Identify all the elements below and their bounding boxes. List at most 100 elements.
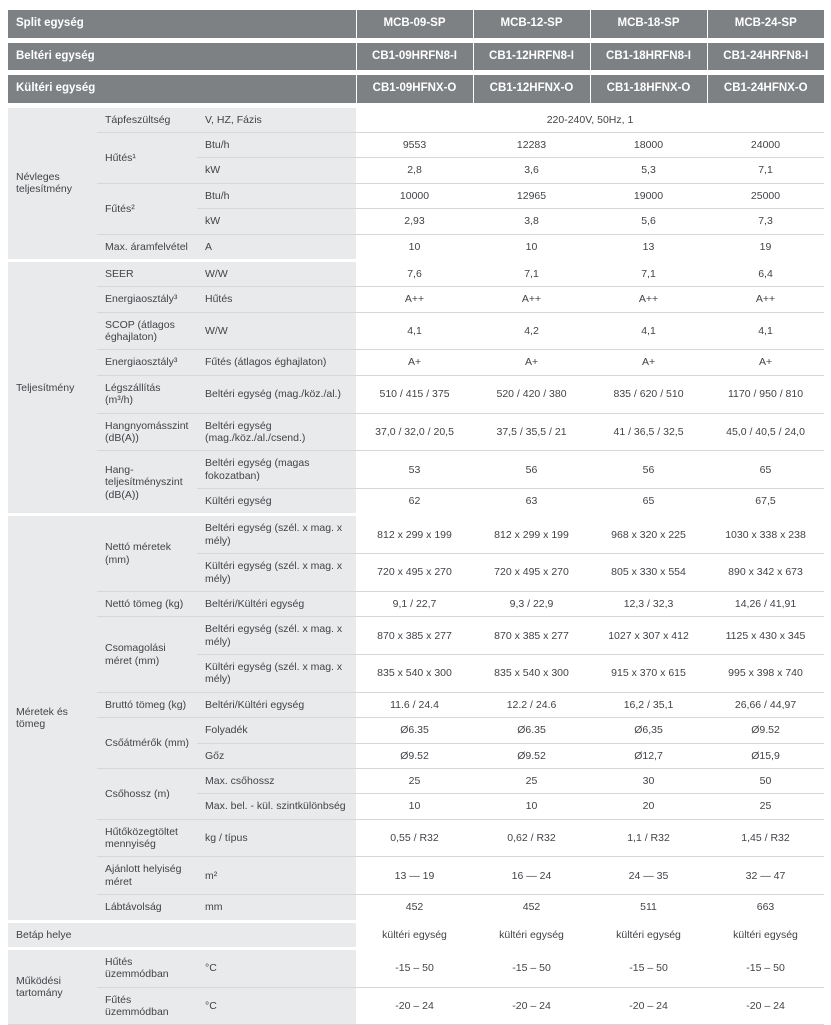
value-cell: 56 [590, 450, 708, 489]
value-cell: 7,1 [707, 157, 825, 184]
value-cell: 13 [590, 233, 708, 261]
unit-label-cell: W/W [197, 258, 357, 287]
parameter-label-cell: Lábtávolság [97, 894, 197, 922]
table-row: Energiaosztály³ Fűtés (átlagos éghajlaton… [8, 349, 825, 376]
table-row: Hűtőközegtöltet mennyiség kg / típus 0,55 … [8, 818, 825, 857]
table-row: kW 2,93 3,8 5,6 7,3 [8, 208, 825, 235]
table-row: Hang-teljesítményszint (dB(A)) Beltéri eg… [8, 450, 825, 515]
value-cell: 812 x 299 x 199 [356, 513, 474, 554]
unit-label-cell: Kültéri egység (szél. x mag. x mély) [197, 654, 357, 693]
value-cell: 19000 [590, 182, 708, 209]
unit-label-cell: °C [197, 986, 357, 1025]
model-name-cell: MCB-09-SP [355, 10, 474, 43]
table-row: Kültéri egység (szél. x mag. x mély) 835 … [8, 654, 825, 693]
value-cell: 37,0 / 32,0 / 20,5 [356, 412, 474, 451]
parameter-label-cell: Hűtés¹ [97, 132, 197, 184]
model-name-cell: MCB-24-SP [706, 10, 825, 43]
unit-label-cell: Folyadék [197, 717, 357, 744]
parameter-label-cell: Csomagolási méret (mm) [97, 616, 197, 693]
parameter-label-cell: SCOP (átlagos éghajlaton) [97, 311, 197, 350]
value-cell: Ø9.52 [473, 742, 591, 769]
unit-label-cell: Btu/h [197, 182, 357, 209]
value-cell: 4,1 [707, 311, 825, 350]
table-row: Max. bel. - kül. szintkülönbség 10 10 20 25 [8, 793, 825, 820]
table-row: Hűtés¹ Btu/h 9553 12283 18000 24000 [8, 132, 825, 184]
value-cell: 41 / 36,5 / 32,5 [590, 412, 708, 451]
value-cell: 1170 / 950 / 810 [707, 374, 825, 414]
parameter-label-cell: SEER [97, 258, 197, 287]
value-cell: 67,5 [707, 488, 825, 515]
parameter-label-cell: Csőátmérők (mm) [97, 717, 197, 769]
unit-label-cell: Beltéri egység (magas fokozatban) [197, 450, 357, 489]
spec-table-body: Split egység MCB-09-SP MCB-12-SP MCB-18-SP M… [8, 10, 825, 1025]
table-row: Csőhossz (m) Max. csőhossz 25 25 30 50 [8, 767, 825, 820]
unit-label-cell: Hűtés [197, 286, 357, 313]
section-label-cell: Névleges teljesítmény [8, 103, 97, 261]
parameter-label-cell: Tápfeszültség [97, 103, 197, 133]
value-cell: 995 x 398 x 740 [707, 654, 825, 693]
value-cell: 10000 [356, 182, 474, 209]
value-cell: 1027 x 307 x 412 [590, 616, 708, 655]
value-cell: 7,1 [473, 258, 591, 287]
model-name-cell: CB1-12HRFN8-I [472, 40, 591, 76]
parameter-label-cell: Nettó tömeg (kg) [97, 590, 197, 617]
value-cell: 24000 [707, 132, 825, 158]
unit-label-cell: kW [197, 157, 357, 184]
value-cell: 870 x 385 x 277 [473, 616, 591, 655]
value-cell: 65 [590, 488, 708, 515]
value-cell: 2,93 [356, 208, 474, 235]
value-cell: 63 [473, 488, 591, 515]
parameter-label-cell: Csőhossz (m) [97, 767, 197, 820]
model-name-cell: CB1-18HFNX-O [589, 72, 708, 108]
value-cell: 11.6 / 24.4 [356, 691, 474, 718]
value-cell: 5,6 [590, 208, 708, 235]
unit-label-cell: Beltéri egység (mag./köz./al.) [197, 374, 357, 414]
section-label-cell: Teljesítmény [8, 258, 97, 515]
value-cell: Ø9.52 [356, 742, 474, 769]
unit-label-cell: kg / típus [197, 818, 357, 857]
value-cell: 14,26 / 41,91 [707, 590, 825, 617]
table-row: Méretek és tömeg Nettó méretek (mm) Beltér… [8, 513, 825, 922]
value-cell: Ø12,7 [590, 742, 708, 769]
value-cell: 3,6 [473, 157, 591, 184]
value-cell: Ø6,35 [590, 717, 708, 744]
value-cell: 7,3 [707, 208, 825, 235]
value-cell: 45,0 / 40,5 / 24,0 [707, 412, 825, 451]
value-cell: 0,55 / R32 [356, 818, 474, 857]
value-cell: 19 [707, 233, 825, 261]
value-cell: 1,1 / R32 [590, 818, 708, 857]
value-cell: 4,1 [590, 311, 708, 350]
value-cell: 30 [590, 767, 708, 794]
value-cell: 3,8 [473, 208, 591, 235]
value-cell: 663 [707, 894, 825, 922]
unit-label-cell: mm [197, 894, 357, 922]
value-cell: 720 x 495 x 270 [356, 553, 474, 592]
value-cell: -20 – 24 [356, 986, 474, 1025]
value-cell: 37,5 / 35,5 / 21 [473, 412, 591, 451]
value-cell: 10 [356, 793, 474, 820]
table-row: Bruttó tömeg (kg) Beltéri/Kültéri egység 1… [8, 691, 825, 718]
parameter-label-cell: Légszállítás (m³/h) [97, 374, 197, 414]
value-cell: kültéri egység [473, 919, 591, 949]
unit-label-cell: m² [197, 856, 357, 895]
unit-label-cell: Beltéri egység (mag./köz./al./csend.) [197, 412, 357, 451]
value-cell: 13 — 19 [356, 856, 474, 895]
value-cell: 452 [356, 894, 474, 922]
value-cell: -20 – 24 [590, 986, 708, 1025]
table-row: Kültéri egység 62 63 65 67,5 [8, 488, 825, 515]
unit-label-cell: Gőz [197, 742, 357, 769]
parameter-label-cell: Hűtés üzemmódban [97, 946, 197, 988]
unit-label-cell: Beltéri egység (szél. x mag. x mély) [197, 616, 357, 655]
parameter-label-cell: Hűtőközegtöltet mennyiség [97, 818, 197, 857]
value-cell: Ø9.52 [707, 717, 825, 744]
parameter-label-cell: Ajánlott helyiség méret [97, 856, 197, 895]
table-row: Hangnyomásszint (dB(A)) Beltéri egység (m… [8, 412, 825, 451]
model-header-row: Beltéri egység CB1-09HRFN8-I CB1-12HRFN8-I… [8, 40, 825, 76]
header-row-label: Kültéri egység [8, 72, 357, 108]
value-cell: 10 [473, 233, 591, 261]
unit-label-cell: Beltéri egység (szél. x mag. x mély) [197, 513, 357, 554]
value-cell: 1125 x 430 x 345 [707, 616, 825, 655]
table-row: Fűtés üzemmódban °C -20 – 24 -20 – 24 -20 – … [8, 986, 825, 1025]
parameter-label-cell: Bruttó tömeg (kg) [97, 691, 197, 718]
